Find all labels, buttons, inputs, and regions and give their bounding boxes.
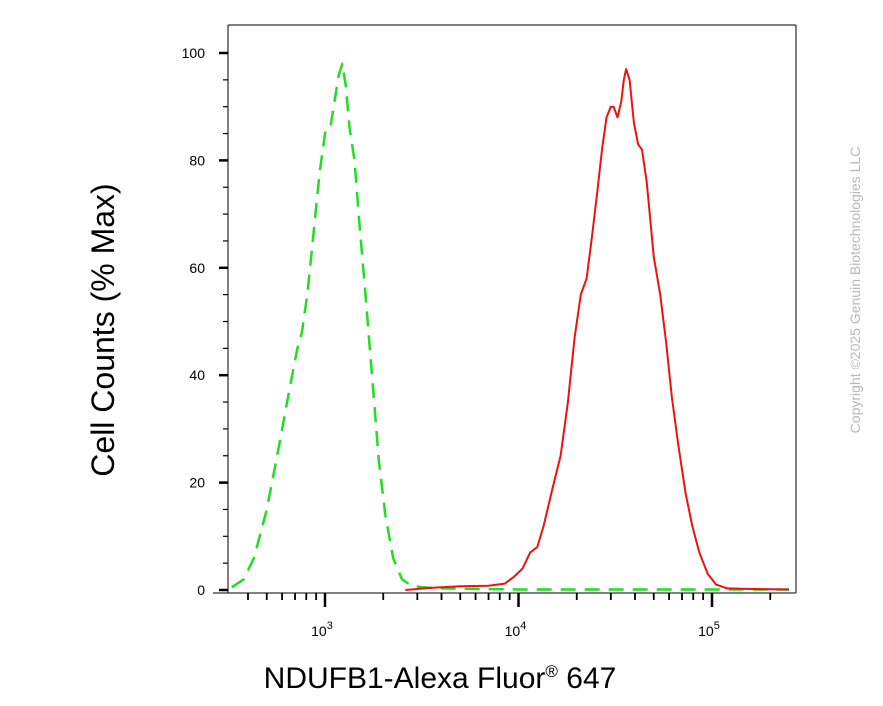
x-axis-title-main: NDUFB1-Alexa Fluor	[264, 662, 546, 695]
y-tick-label: 40	[189, 367, 205, 383]
y-axis-title: Cell Counts (% Max)	[85, 183, 121, 476]
x-axis-title-registered-mark: ®	[545, 662, 558, 681]
x-tick-label-base: 10	[698, 623, 714, 639]
y-tick-label: 20	[189, 475, 205, 491]
x-tick-label: 103	[311, 620, 333, 639]
y-tick-label: 100	[182, 45, 206, 61]
x-tick-label-base: 10	[505, 623, 521, 639]
histogram-series-2	[405, 68, 790, 591]
y-axis-ticks: 0 20 40 60 80 100	[182, 45, 228, 598]
x-axis-title: NDUFB1-Alexa Fluor® 647	[264, 662, 617, 695]
series-layer	[231, 62, 790, 591]
x-tick-label-exponent: 4	[520, 620, 526, 632]
x-tick-label-base: 10	[311, 623, 327, 639]
x-tick-label: 104	[505, 620, 527, 639]
plot-frame	[213, 24, 797, 594]
x-tick-label: 105	[698, 620, 720, 639]
y-tick-label: 80	[189, 152, 205, 168]
x-axis-title-suffix: 647	[558, 662, 616, 695]
copyright-watermark: Copyright ©2025 Genuin Biotechnologies L…	[847, 147, 863, 434]
x-axis-ticks: 103 104 105	[247, 593, 772, 639]
histogram-series-1	[231, 62, 789, 591]
x-tick-label-exponent: 3	[327, 620, 333, 632]
y-tick-label: 60	[189, 260, 205, 276]
y-tick-label: 0	[197, 582, 205, 598]
x-tick-label-exponent: 5	[714, 620, 720, 632]
